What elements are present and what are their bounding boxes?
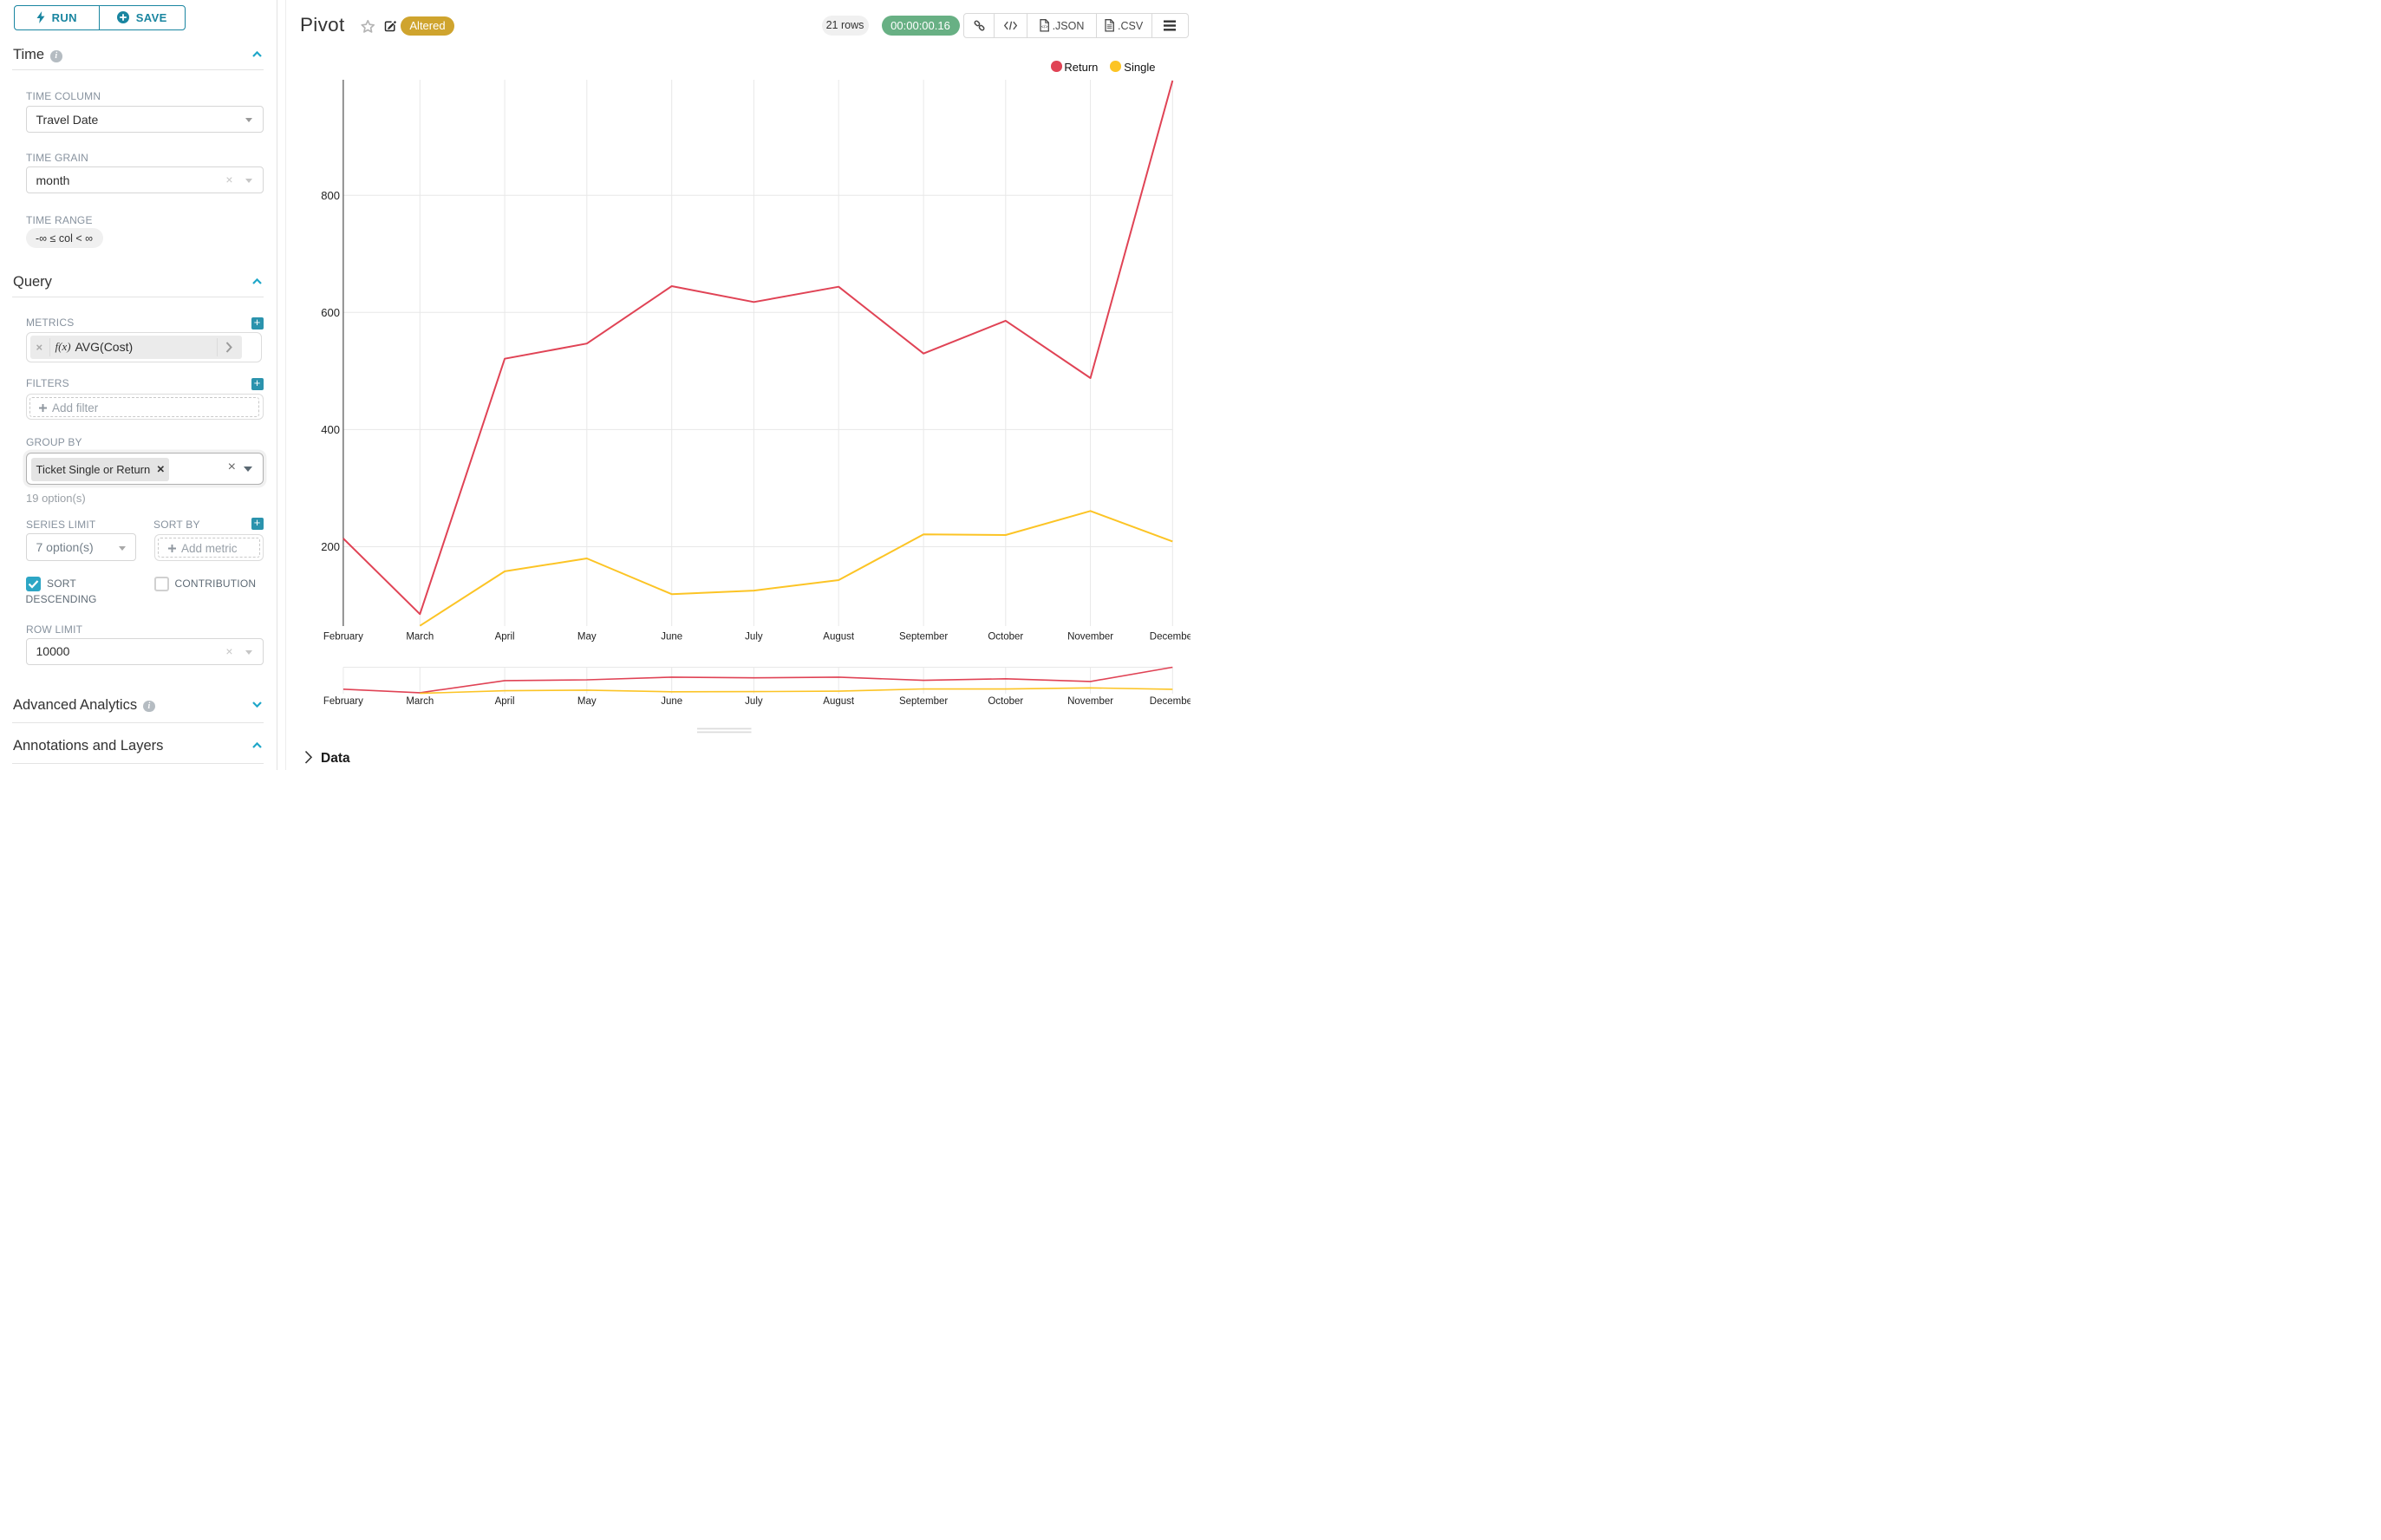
svg-text:October: October [988, 632, 1023, 643]
svg-text:February: February [323, 696, 363, 707]
svg-text:</>: </> [1040, 25, 1047, 30]
svg-text:August: August [823, 696, 855, 707]
svg-text:400: 400 [321, 423, 340, 436]
svg-text:February: February [323, 632, 363, 643]
svg-text:800: 800 [321, 189, 340, 202]
svg-text:April: April [495, 696, 515, 707]
svg-text:March: March [406, 696, 434, 707]
svg-text:November: November [1067, 696, 1113, 707]
svg-text:July: July [745, 632, 763, 643]
svg-text:May: May [577, 632, 597, 643]
svg-text:November: November [1067, 632, 1113, 643]
svg-text:May: May [577, 696, 597, 707]
svg-text:August: August [823, 632, 855, 643]
svg-text:June: June [661, 696, 682, 707]
svg-text:200: 200 [321, 540, 340, 553]
svg-text:December: December [1150, 632, 1190, 643]
svg-text:April: April [495, 632, 515, 643]
svg-text:September: September [899, 696, 948, 707]
svg-text:March: March [406, 632, 434, 643]
svg-text:July: July [745, 696, 763, 707]
svg-text:December: December [1150, 696, 1190, 707]
svg-text:June: June [661, 632, 682, 643]
svg-text:600: 600 [321, 306, 340, 319]
svg-text:Data: Data [321, 751, 350, 766]
svg-text:October: October [988, 696, 1023, 707]
svg-text:September: September [899, 632, 948, 643]
